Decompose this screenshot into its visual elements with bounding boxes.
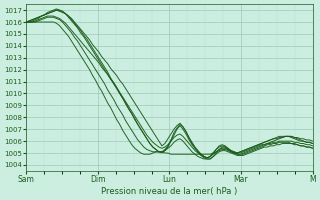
X-axis label: Pression niveau de la mer( hPa ): Pression niveau de la mer( hPa ) [101, 187, 237, 196]
